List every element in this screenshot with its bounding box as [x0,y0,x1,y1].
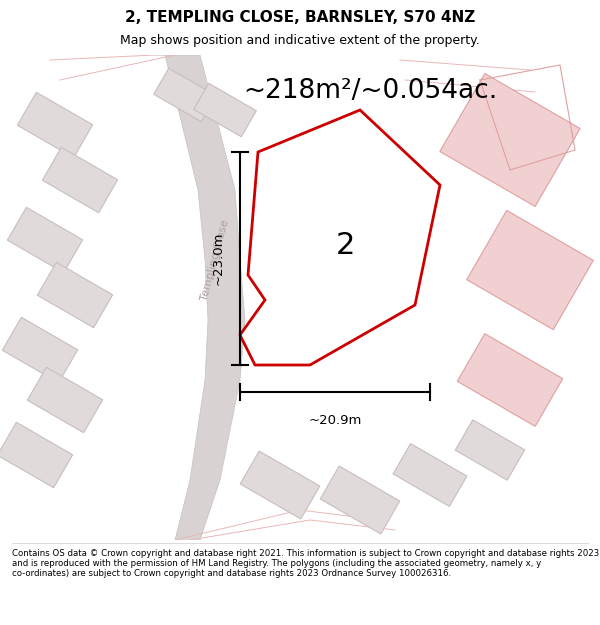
Text: Contains OS data © Crown copyright and database right 2021. This information is : Contains OS data © Crown copyright and d… [12,549,599,578]
Text: ~23.0m: ~23.0m [212,232,224,285]
Polygon shape [0,422,73,488]
Text: 2, TEMPLING CLOSE, BARNSLEY, S70 4NZ: 2, TEMPLING CLOSE, BARNSLEY, S70 4NZ [125,10,475,25]
Polygon shape [320,466,400,534]
Polygon shape [457,334,563,426]
Text: ~20.9m: ~20.9m [308,414,362,426]
Polygon shape [440,74,580,206]
Polygon shape [2,318,77,382]
Polygon shape [37,262,113,328]
Polygon shape [467,211,593,329]
Polygon shape [7,208,83,272]
Polygon shape [240,451,320,519]
Polygon shape [17,92,92,158]
Text: Map shows position and indicative extent of the property.: Map shows position and indicative extent… [120,34,480,47]
Polygon shape [154,68,217,122]
Polygon shape [393,444,467,506]
Polygon shape [240,110,440,365]
Polygon shape [194,83,256,137]
Text: 2: 2 [335,231,355,259]
Polygon shape [43,148,118,213]
Text: ~218m²/~0.054ac.: ~218m²/~0.054ac. [243,78,497,104]
Polygon shape [155,55,245,540]
Polygon shape [455,420,525,480]
Polygon shape [28,368,103,432]
Text: Templing Close: Templing Close [199,218,230,302]
